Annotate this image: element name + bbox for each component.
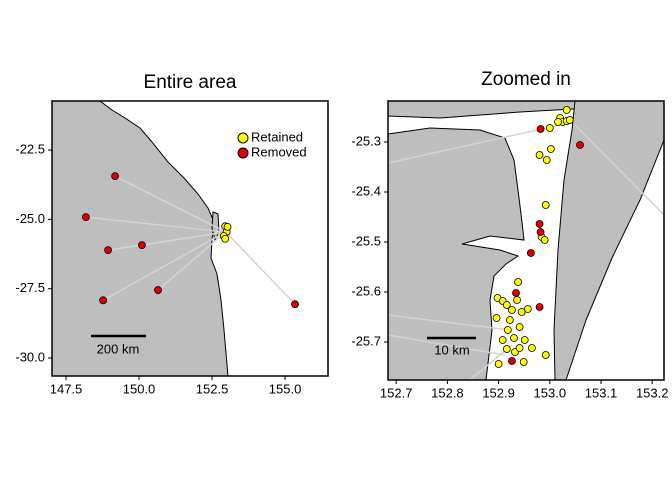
- scale-bar-label: 10 km: [434, 342, 469, 357]
- point: [535, 220, 544, 228]
- point: [104, 246, 112, 255]
- point: [540, 236, 549, 244]
- link-line: [102, 231, 227, 301]
- point: [503, 326, 512, 334]
- x-tick-label: 152.8: [431, 385, 464, 400]
- point: [554, 118, 562, 126]
- legend-symbol: [237, 132, 249, 144]
- point: [517, 308, 526, 316]
- y-tick-label: -25.4: [351, 183, 381, 198]
- panel-title: Entire area: [144, 72, 237, 93]
- panel-border: [387, 100, 665, 381]
- legend-label: Removed: [251, 144, 307, 159]
- legend-symbol: [237, 147, 249, 159]
- y-tick-label: -25.0: [15, 211, 45, 226]
- point: [510, 334, 518, 342]
- point: [536, 228, 545, 236]
- point: [545, 124, 554, 132]
- link-line: [141, 231, 226, 246]
- point: [546, 145, 555, 153]
- point: [498, 336, 507, 344]
- point: [542, 156, 551, 164]
- point: [523, 305, 532, 313]
- point: [565, 116, 574, 124]
- point: [519, 358, 528, 366]
- x-tick-label: 150.0: [123, 381, 156, 396]
- point: [99, 296, 108, 305]
- point: [535, 303, 544, 311]
- y-tick-label: -30.0: [15, 349, 45, 364]
- x-tick-label: 153.1: [585, 385, 618, 400]
- point: [541, 201, 550, 209]
- x-tick-label: 152.5: [196, 381, 229, 396]
- land-layer: [388, 101, 664, 380]
- y-tick-label: -27.5: [15, 280, 45, 295]
- point: [81, 213, 90, 222]
- x-tick-label: 152.9: [482, 385, 515, 400]
- x-tick-label: 147.5: [50, 381, 83, 396]
- panel-border: [51, 100, 329, 377]
- x-tick-label: 153.2: [636, 385, 669, 400]
- panel-title: Zoomed in: [481, 69, 571, 90]
- point: [508, 306, 516, 314]
- y-tick-label: -25.7: [351, 333, 381, 348]
- point: [154, 286, 162, 294]
- point: [221, 234, 230, 243]
- y-tick-label: -25.6: [351, 283, 381, 298]
- point: [527, 344, 536, 352]
- points: [81, 172, 299, 309]
- point: [492, 314, 501, 322]
- y-tick-label: -22.5: [15, 142, 45, 157]
- legend-label: Retained: [251, 129, 303, 144]
- scale-bar-label: 200 km: [97, 341, 140, 356]
- x-tick-label: 153.0: [534, 385, 567, 400]
- x-tick-label: 155.0: [269, 381, 302, 396]
- link-line: [225, 231, 296, 305]
- point: [535, 151, 544, 159]
- point: [541, 351, 550, 359]
- point: [512, 289, 520, 297]
- point: [536, 125, 545, 133]
- point: [502, 301, 511, 309]
- point: [111, 172, 119, 181]
- point: [502, 345, 511, 353]
- y-tick-label: -25.5: [351, 233, 381, 248]
- x-tick-label: 152.7: [380, 385, 413, 400]
- point: [508, 357, 516, 365]
- point: [520, 336, 529, 344]
- point: [514, 278, 522, 286]
- point: [494, 360, 503, 368]
- point: [515, 344, 524, 352]
- land-layer: [52, 101, 328, 376]
- point: [505, 316, 514, 324]
- points: [492, 106, 584, 368]
- point: [526, 249, 535, 257]
- point: [291, 300, 299, 309]
- link-line: [114, 175, 226, 233]
- link-line: [85, 216, 226, 233]
- point: [562, 106, 571, 114]
- link-line: [157, 231, 227, 291]
- point: [576, 141, 584, 149]
- point: [515, 323, 524, 331]
- point: [513, 296, 521, 304]
- point: [223, 222, 232, 231]
- y-tick-label: -25.3: [351, 133, 381, 148]
- point: [138, 241, 146, 250]
